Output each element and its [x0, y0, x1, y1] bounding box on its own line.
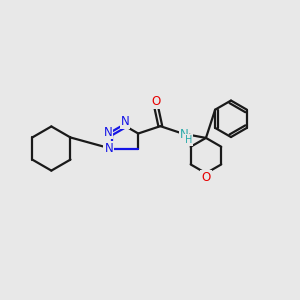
Text: N: N [104, 125, 112, 139]
Text: O: O [151, 94, 160, 108]
Text: O: O [201, 171, 211, 184]
Text: N: N [104, 142, 113, 155]
Text: N: N [121, 115, 129, 128]
Text: H: H [185, 135, 193, 145]
Text: N: N [179, 128, 188, 142]
